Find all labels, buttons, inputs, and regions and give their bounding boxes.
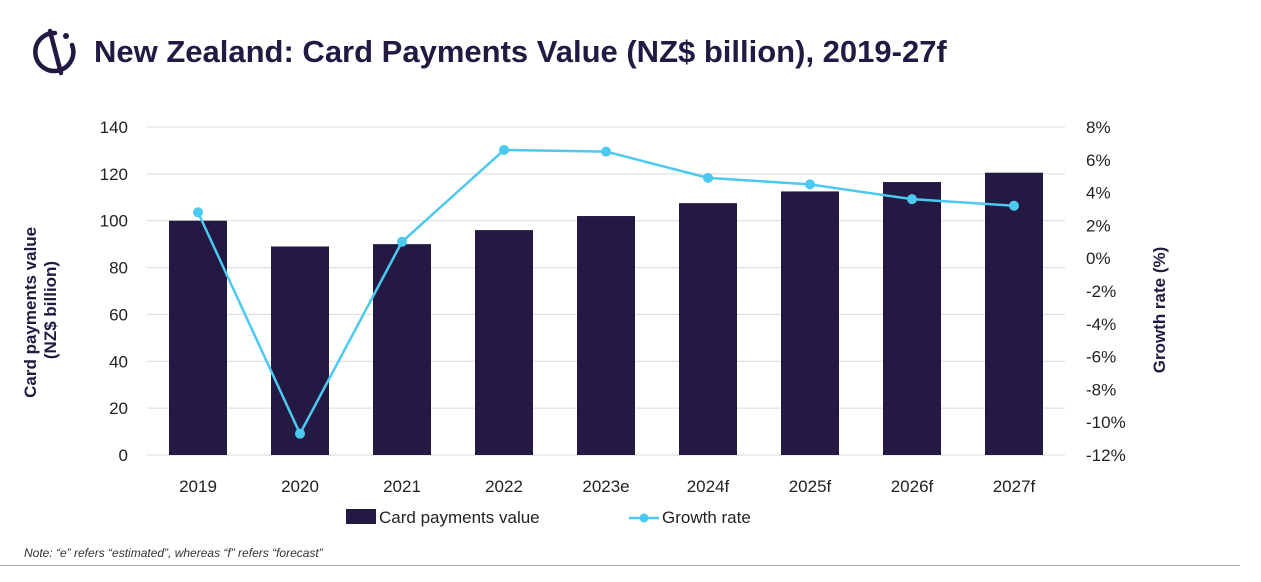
right-tick-label: 6% <box>1086 151 1111 170</box>
brand-logo-icon <box>33 28 76 76</box>
left-tick-label: 80 <box>109 259 128 278</box>
left-axis-title: Card payments value (NZ$ billion) <box>21 222 60 398</box>
right-tick-label: 0% <box>1086 249 1111 268</box>
x-tick-label: 2027f <box>993 477 1036 496</box>
right-tick-label: 8% <box>1086 118 1111 137</box>
bar <box>679 203 737 455</box>
left-tick-label: 120 <box>100 165 128 184</box>
bar <box>271 246 329 455</box>
bar <box>169 220 227 455</box>
growth-point <box>907 194 917 205</box>
bar <box>985 172 1043 455</box>
bar <box>373 244 431 455</box>
x-tick-label: 2025f <box>789 477 832 496</box>
chart-header: New Zealand: Card Payments Value (NZ$ bi… <box>30 22 947 82</box>
line-series <box>193 144 1019 439</box>
right-axis-ticks: -12% -10% -8% -6% -4% -2% 0% 2% 4% 6% 8% <box>1086 118 1126 465</box>
right-tick-label: -2% <box>1086 282 1116 301</box>
page-title: New Zealand: Card Payments Value (NZ$ bi… <box>94 34 947 69</box>
x-tick-label: 2022 <box>485 477 523 496</box>
right-tick-label: -12% <box>1086 446 1126 465</box>
right-tick-label: -6% <box>1086 348 1116 367</box>
growth-point <box>295 428 305 439</box>
left-tick-label: 60 <box>109 305 128 324</box>
growth-point <box>1009 200 1019 211</box>
footnote: Note: “e” refers “estimated”, whereas “f… <box>24 546 323 560</box>
bottom-divider <box>0 565 1240 566</box>
right-tick-label: -8% <box>1086 380 1116 399</box>
left-axis-ticks: 0 20 40 60 80 100 120 140 <box>100 118 128 465</box>
right-tick-label: 4% <box>1086 184 1111 203</box>
bar-series <box>169 172 1043 456</box>
bar <box>577 216 635 455</box>
bar <box>781 191 839 455</box>
left-tick-label: 0 <box>119 446 128 465</box>
legend-label-line: Growth rate <box>662 508 751 527</box>
growth-point <box>193 207 203 218</box>
left-tick-label: 100 <box>100 212 128 231</box>
left-tick-label: 20 <box>109 399 128 418</box>
bar <box>883 182 941 456</box>
growth-point <box>703 172 713 183</box>
x-tick-label: 2020 <box>281 477 319 496</box>
growth-point <box>397 236 407 247</box>
left-tick-label: 140 <box>100 118 128 137</box>
x-tick-label: 2026f <box>891 477 934 496</box>
legend-marker-line <box>639 513 649 523</box>
x-tick-label: 2019 <box>179 477 217 496</box>
x-tick-label: 2021 <box>383 477 421 496</box>
x-tick-label: 2024f <box>687 477 730 496</box>
left-tick-label: 40 <box>109 352 128 371</box>
legend: Card payments value Growth rate <box>346 508 751 527</box>
legend-label-bar: Card payments value <box>379 508 540 527</box>
legend-swatch-bar <box>346 509 376 524</box>
right-tick-label: -4% <box>1086 315 1116 334</box>
growth-point <box>499 144 509 155</box>
right-tick-label: 2% <box>1086 216 1111 235</box>
x-axis-ticks: 2019 2020 2021 2022 2023e 2024f 2025f 2026f 2027… <box>179 477 1035 496</box>
growth-point <box>805 179 815 190</box>
bar <box>475 230 533 455</box>
combo-chart: 0 20 40 60 80 100 120 140 -12% -10% -8% -6% -4% -2% 0… <box>21 118 1169 527</box>
right-axis-title: Growth rate (%) <box>1150 247 1169 374</box>
growth-point <box>601 146 611 157</box>
right-tick-label: -10% <box>1086 413 1126 432</box>
x-tick-label: 2023e <box>582 477 629 496</box>
